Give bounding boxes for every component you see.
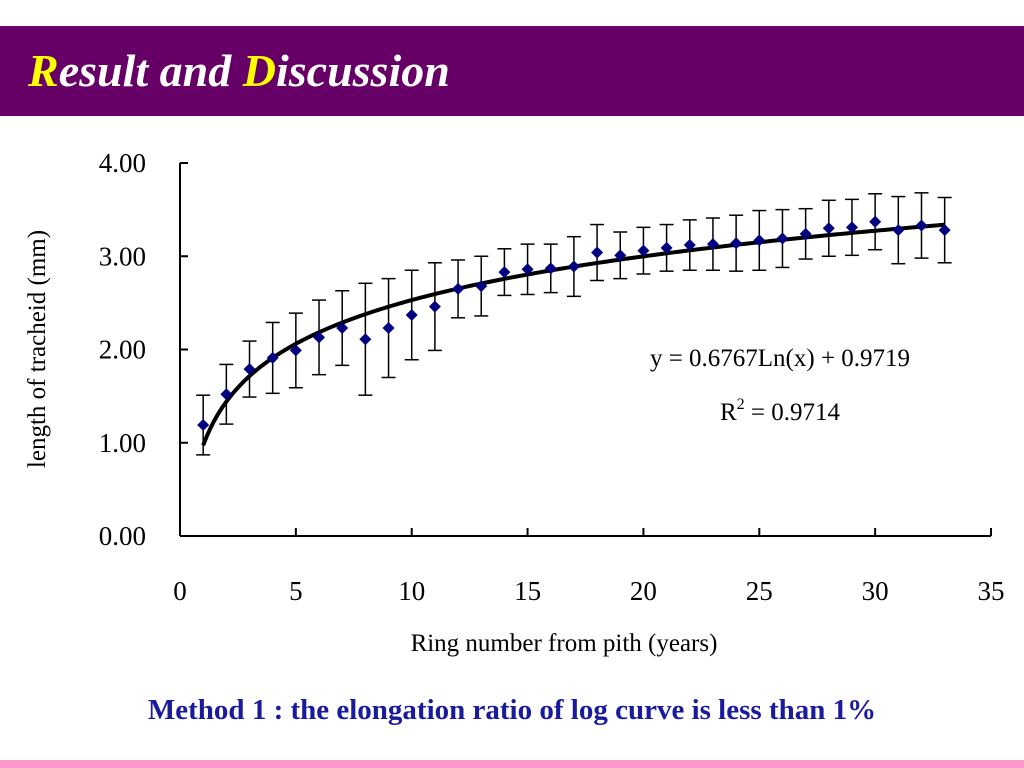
data-point [845,221,858,234]
data-point [753,234,766,247]
data-point [220,388,233,401]
data-point [197,419,210,432]
data-point [544,262,557,275]
data-point [660,241,673,254]
data-point [915,219,928,232]
x-tick-label: 0 [173,576,187,606]
data-point [452,282,465,295]
slide-caption: Method 1 : the elongation ratio of log c… [147,694,877,726]
title-text-2: iscussion [275,45,450,96]
data-point [405,308,418,321]
data-point [336,322,349,335]
x-tick-label: 20 [630,576,657,606]
y-tick-label: 2.00 [99,335,146,365]
data-point [938,224,951,237]
data-point [382,322,395,335]
r-squared-prefix: R [720,399,737,426]
data-point [359,333,372,346]
data-point [776,232,789,245]
data-point [869,215,882,228]
y-axis-label: length of tracheid (mm) [24,230,51,468]
data-point [428,300,441,313]
chart-ticks: 0 5 10 15 20 25 30 35 0.00 1.00 2.00 3.00 4.00 [99,148,1005,606]
title-text-1: esult and [58,45,243,96]
data-point [730,237,743,250]
r-squared-exponent: 2 [737,396,745,413]
y-tick-label: 0.00 [99,521,146,551]
slide-title: Result and Discussion [28,44,450,97]
y-tick-label: 3.00 [99,241,146,271]
data-markers [197,215,951,432]
x-tick-label: 25 [746,576,773,606]
x-tick-label: 10 [398,576,425,606]
title-bar [0,26,1024,116]
data-point [683,239,696,252]
r-squared: R2 = 0.9714 [720,396,841,426]
bottom-band [0,760,1024,768]
data-point [822,222,835,235]
data-point [799,227,812,240]
data-point [591,246,604,259]
data-point [475,280,488,293]
x-tick-label: 35 [978,576,1005,606]
x-tick-label: 15 [514,576,541,606]
data-point [521,263,534,276]
data-point [567,260,580,273]
x-tick-label: 5 [289,576,303,606]
data-point [614,249,627,262]
data-point [498,266,511,279]
data-point [706,238,719,251]
data-point [892,224,905,237]
trend-equation: y = 0.6767Ln(x) + 0.9719 [650,345,910,372]
r-squared-value: = 0.9714 [745,399,841,426]
y-tick-label: 1.00 [99,428,146,458]
data-point [266,351,279,364]
data-point [289,344,302,357]
x-axis-label: Ring number from pith (years) [411,630,718,657]
data-point [243,363,256,376]
title-cap-d: D [242,45,276,96]
title-cap-r: R [28,45,59,96]
x-tick-label: 30 [862,576,889,606]
y-tick-label: 4.00 [99,148,146,178]
data-point [313,331,326,344]
data-point [637,244,650,257]
